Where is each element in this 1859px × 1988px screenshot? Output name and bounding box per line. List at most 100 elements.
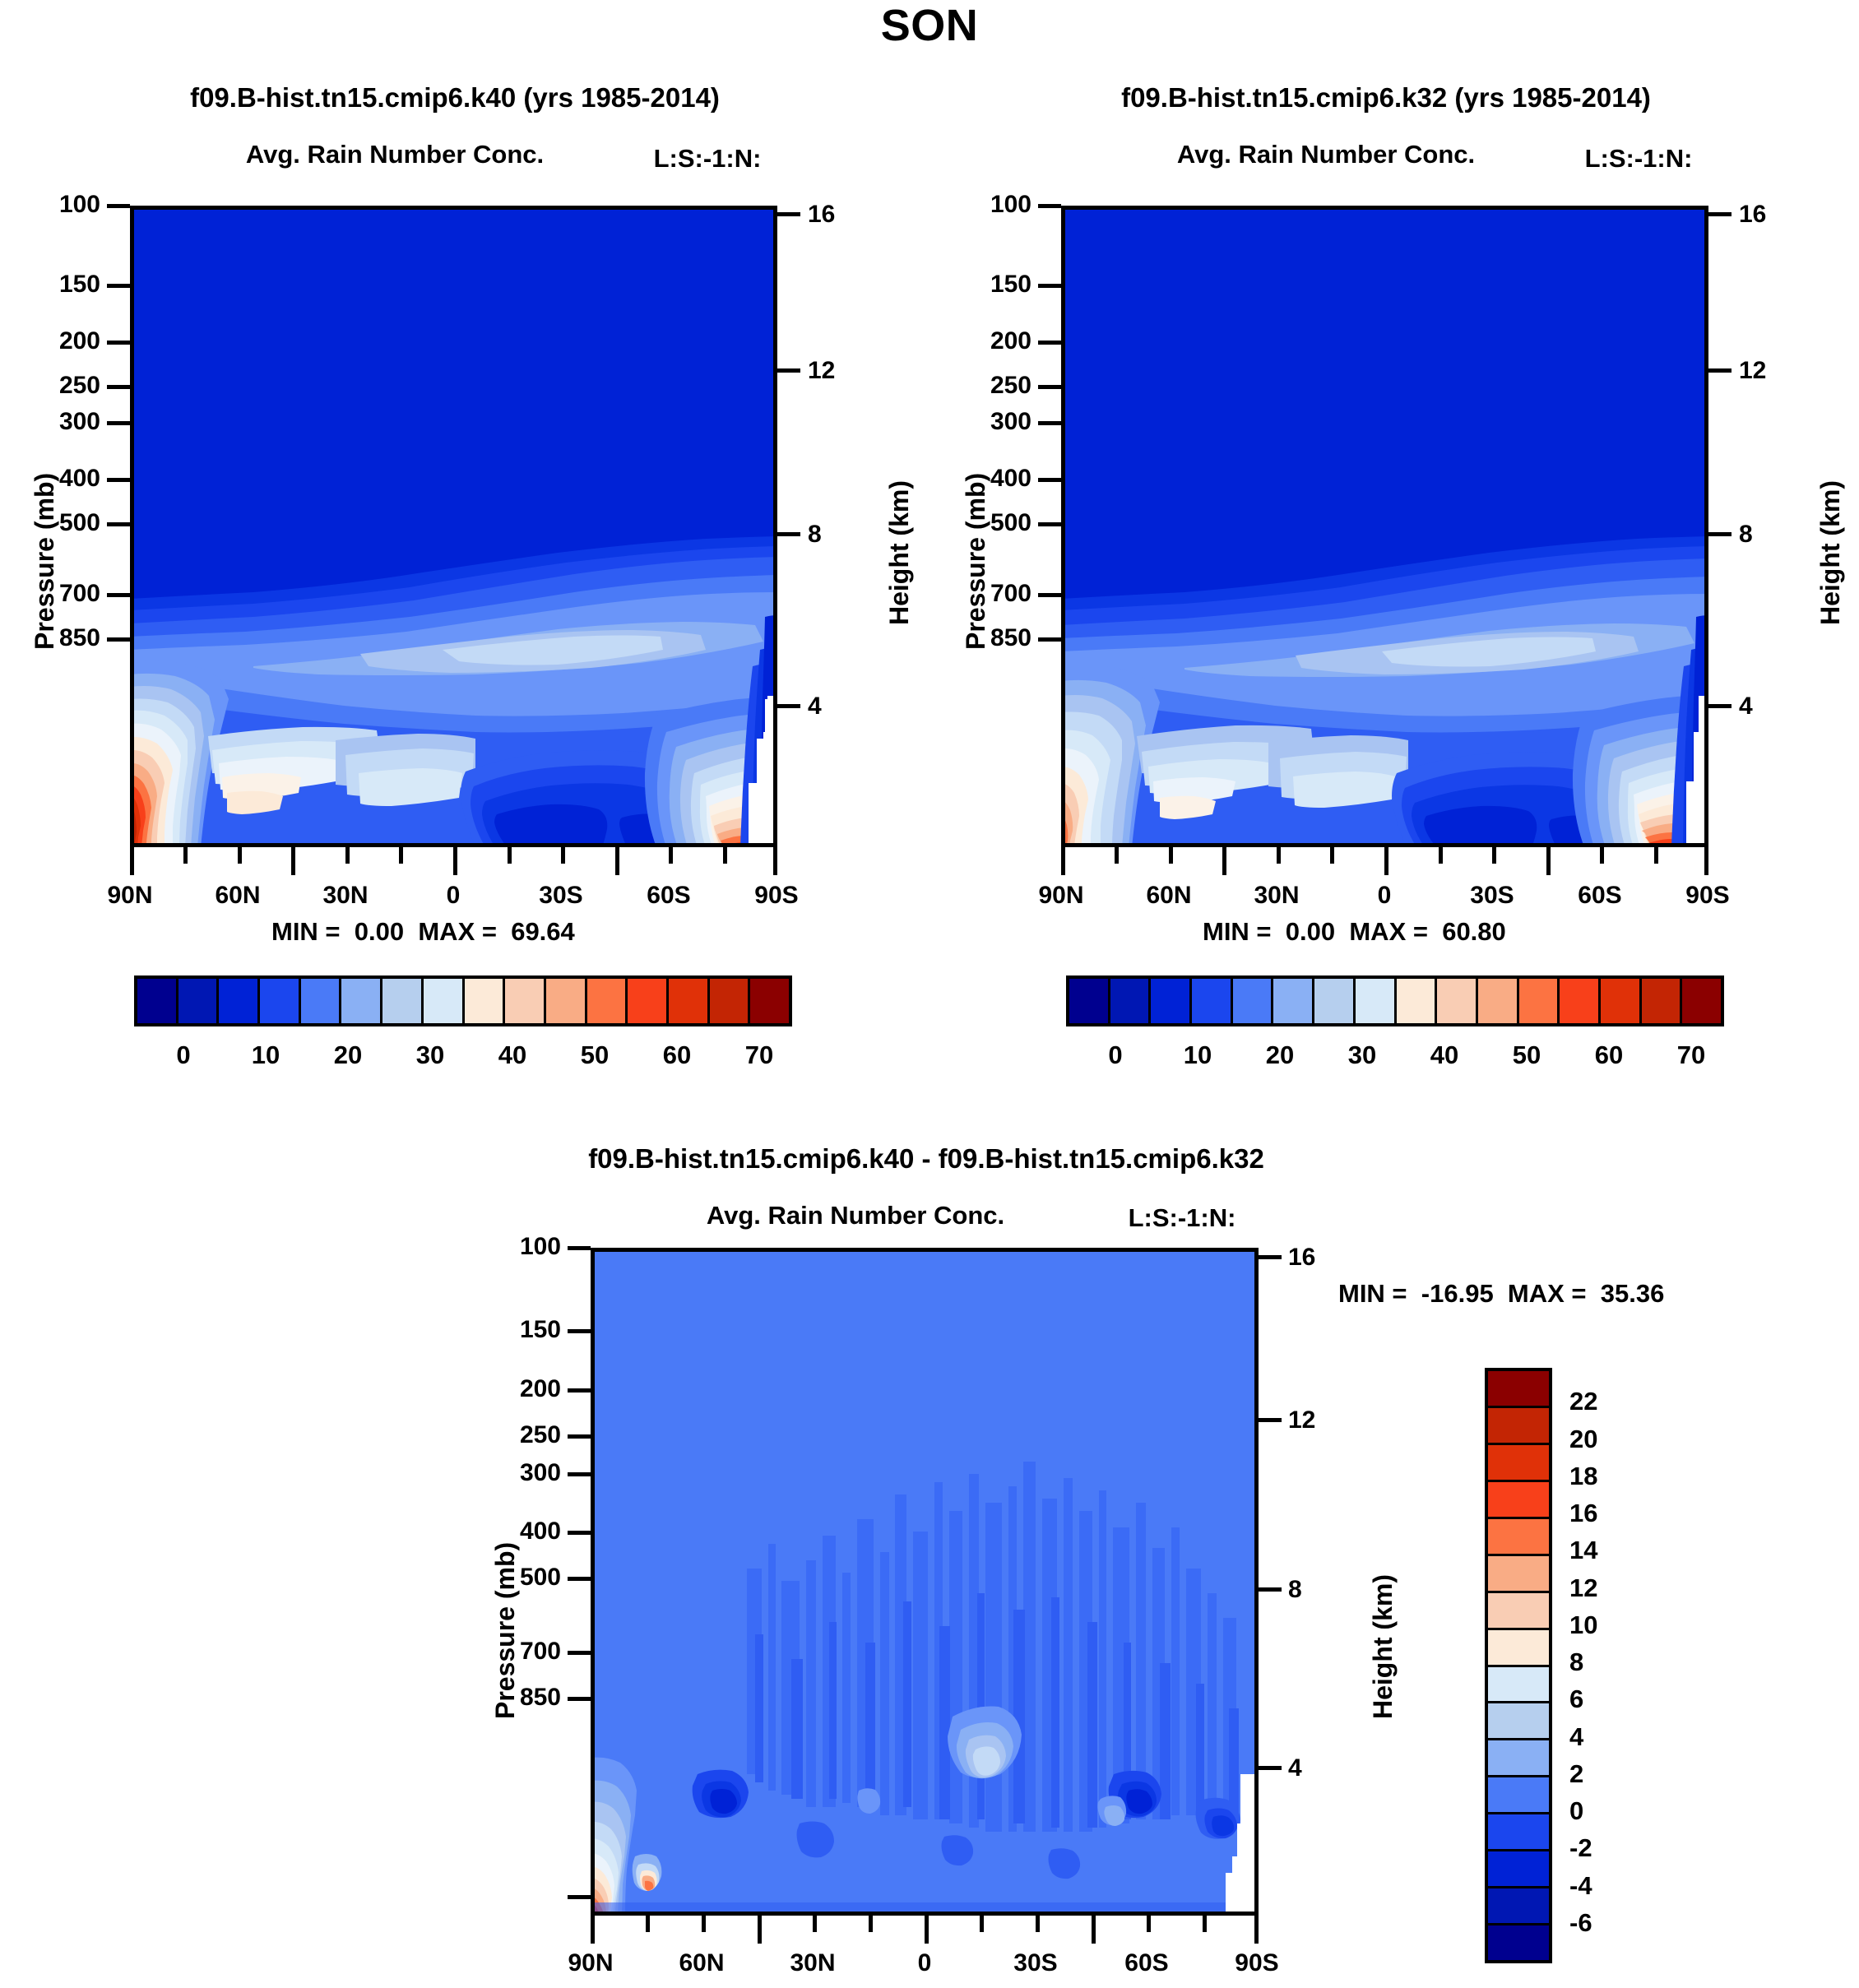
colorbar-cell-15: [1682, 979, 1721, 1023]
cb-tl-tick-10: 10: [251, 1040, 280, 1069]
colorbar-cell-11: [586, 979, 628, 1023]
y-tick-label-150-tr: 150: [990, 271, 1031, 298]
ls-label-bottom: L:S:-1:N:: [1128, 1203, 1236, 1232]
cb-tr-tick-40: 40: [1430, 1040, 1459, 1069]
y-tick-label-500-b: 500: [519, 1564, 561, 1591]
colorbar-diff-tick-0: 0: [1569, 1796, 1584, 1825]
y2-tick-label-4: 4: [808, 693, 822, 720]
y2-tick-label-4-tr: 4: [1739, 693, 1753, 720]
max-label-top-right: MAX =: [1349, 917, 1428, 946]
min-value-bottom: -16.95: [1421, 1279, 1494, 1308]
colorbar-cell-0: [137, 979, 178, 1023]
colorbar-diff-cell-0: [1488, 1371, 1549, 1408]
colorbar-diff-cell-10: [1488, 1740, 1549, 1778]
minmax-top-right: MIN = 0.00 MAX = 60.80: [1203, 917, 1506, 947]
y2-axis-title-top-right: Height (km): [1815, 480, 1845, 625]
colorbar-diff-tick-8: 8: [1569, 1647, 1584, 1676]
y-tick-label-200-tr: 200: [990, 327, 1031, 355]
x-tick-label-0: 0: [446, 882, 461, 909]
colorbar-diff-cell-9: [1488, 1703, 1549, 1741]
y-axis-title-top-right: Pressure (mb): [961, 472, 990, 650]
plot-area-top-right: [1061, 206, 1708, 847]
colorbar-cell-7: [423, 979, 465, 1023]
plot-area-top-left: [130, 206, 777, 847]
figure-suptitle: SON: [880, 1, 979, 50]
x-tick-label-0-b: 0: [917, 1949, 932, 1976]
y-axis-title-top-left: Pressure (mb): [30, 472, 59, 650]
colorbar-diff-tick-18: 18: [1569, 1461, 1598, 1490]
y-tick-label-400: 400: [58, 465, 100, 492]
colorbar-cell-13: [1600, 979, 1642, 1023]
cb-tr-tick-50: 50: [1512, 1040, 1541, 1069]
x-tick-label-60s: 60S: [647, 882, 691, 909]
x-tick-label-90s-tr: 90S: [1685, 882, 1730, 909]
ls-label-top-right: L:S:-1:N:: [1584, 144, 1693, 173]
colorbar-diff-cell-2: [1488, 1444, 1549, 1482]
y2-tick-label-16-b: 16: [1288, 1244, 1316, 1271]
colorbar-cell-3: [260, 979, 301, 1023]
panel-title-top-left: f09.B-hist.tn15.cmip6.k40 (yrs 1985-2014…: [190, 82, 720, 113]
colorbar-cell-10: [1477, 979, 1519, 1023]
panel-title-bottom: f09.B-hist.tn15.cmip6.k40 - f09.B-hist.t…: [588, 1143, 1264, 1174]
x-tick-label-90s: 90S: [754, 882, 799, 909]
y2-axis-title-bottom: Height (km): [1368, 1574, 1398, 1719]
min-value-top-left: 0.00: [354, 917, 405, 946]
colorbar-cell-5: [1273, 979, 1315, 1023]
y-tick-label-500-tr: 500: [990, 509, 1031, 536]
cb-tl-tick-0: 0: [176, 1040, 191, 1069]
colorbar-cell-12: [1560, 979, 1601, 1023]
x-tick-label-30s-tr: 30S: [1470, 882, 1514, 909]
variable-label-top-right: Avg. Rain Number Conc.: [1176, 140, 1476, 169]
colorbar-diff-cell-7: [1488, 1629, 1549, 1667]
max-value-bottom: 35.36: [1600, 1279, 1665, 1308]
max-label-top-left: MAX =: [418, 917, 497, 946]
x-tick-label-0-tr: 0: [1377, 882, 1392, 909]
y-tick-label-500: 500: [58, 509, 100, 536]
x-tick-label-60n-tr: 60N: [1146, 882, 1192, 909]
contour-plot-top-left: [130, 206, 777, 847]
y-tick-label-850-b: 850: [519, 1684, 561, 1711]
variable-label-top-left: Avg. Rain Number Conc.: [245, 140, 545, 169]
y2-axis-title-top-left: Height (km): [884, 480, 914, 625]
colorbar-diff-cell-8: [1488, 1666, 1549, 1704]
y2-tick-label-16-tr: 16: [1739, 201, 1767, 228]
colorbar-cell-9: [505, 979, 546, 1023]
max-value-top-right: 60.80: [1442, 917, 1506, 946]
colorbar-cell-15: [750, 979, 789, 1023]
y-tick-label-150: 150: [58, 271, 100, 298]
y-tick-label-300: 300: [58, 408, 100, 435]
y2-tick-label-8: 8: [808, 521, 822, 548]
y2-tick-label-8-b: 8: [1288, 1576, 1302, 1603]
colorbar-cell-13: [668, 979, 710, 1023]
variable-label-bottom: Avg. Rain Number Conc.: [706, 1201, 1005, 1230]
colorbar-cell-14: [709, 979, 751, 1023]
x-tick-label-60s-tr: 60S: [1578, 882, 1622, 909]
panel-title-top-right: f09.B-hist.tn15.cmip6.k32 (yrs 1985-2014…: [1121, 82, 1651, 113]
colorbar-cell-2: [219, 979, 261, 1023]
colorbar-diff-tick-16: 16: [1569, 1499, 1598, 1527]
colorbar-cell-8: [1396, 979, 1438, 1023]
y-tick-label-700-tr: 700: [990, 580, 1031, 607]
colorbar-difference: [1485, 1368, 1552, 1963]
y2-tick-label-12-tr: 12: [1739, 357, 1767, 384]
colorbar-diff-tick-20: 20: [1569, 1424, 1598, 1453]
y-tick-label-100-b: 100: [519, 1233, 561, 1260]
colorbar-cell-12: [628, 979, 669, 1023]
cb-tl-tick-70: 70: [744, 1040, 774, 1069]
y-tick-label-850-tr: 850: [990, 624, 1031, 651]
y-tick-label-100-tr: 100: [990, 191, 1031, 218]
y-tick-label-300-tr: 300: [990, 408, 1031, 435]
cb-tl-tick-50: 50: [580, 1040, 610, 1069]
x-tick-label-60s-b: 60S: [1124, 1949, 1169, 1976]
min-label-top-right: MIN =: [1203, 917, 1272, 946]
colorbar-diff-cell-14: [1488, 1888, 1549, 1926]
x-tick-label-30n-tr: 30N: [1254, 882, 1300, 909]
x-tick-label-60n: 60N: [215, 882, 261, 909]
colorbar-cell-11: [1518, 979, 1560, 1023]
colorbar-diff-cell-4: [1488, 1518, 1549, 1556]
y2-tick-label-12-b: 12: [1288, 1406, 1316, 1434]
colorbar-diff-tick--4: -4: [1569, 1870, 1592, 1900]
colorbar-diff-tick--6: -6: [1569, 1907, 1592, 1937]
colorbar-diff-tick-10: 10: [1569, 1610, 1598, 1639]
y-tick-label-250-b: 250: [519, 1421, 561, 1448]
